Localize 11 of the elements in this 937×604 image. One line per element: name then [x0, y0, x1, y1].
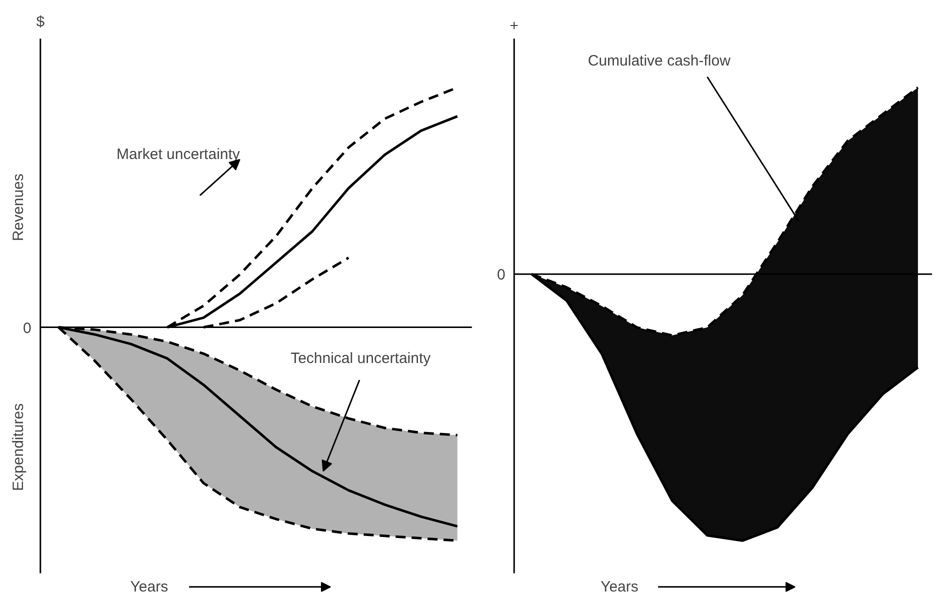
annotation: Technical uncertainty: [290, 350, 432, 367]
text: +: [510, 17, 519, 34]
text: $: [36, 13, 46, 30]
x-axis-title: Years: [600, 578, 638, 596]
text: Expenditures: [10, 403, 28, 491]
annotation: Market uncertainty: [116, 146, 240, 164]
x-axis-title: Years: [130, 578, 168, 596]
text: 0: [22, 320, 32, 337]
text: 0: [497, 266, 506, 284]
text: Cumulative cash-flow: [588, 52, 731, 70]
y-axis-title: Revenues: [10, 174, 28, 242]
